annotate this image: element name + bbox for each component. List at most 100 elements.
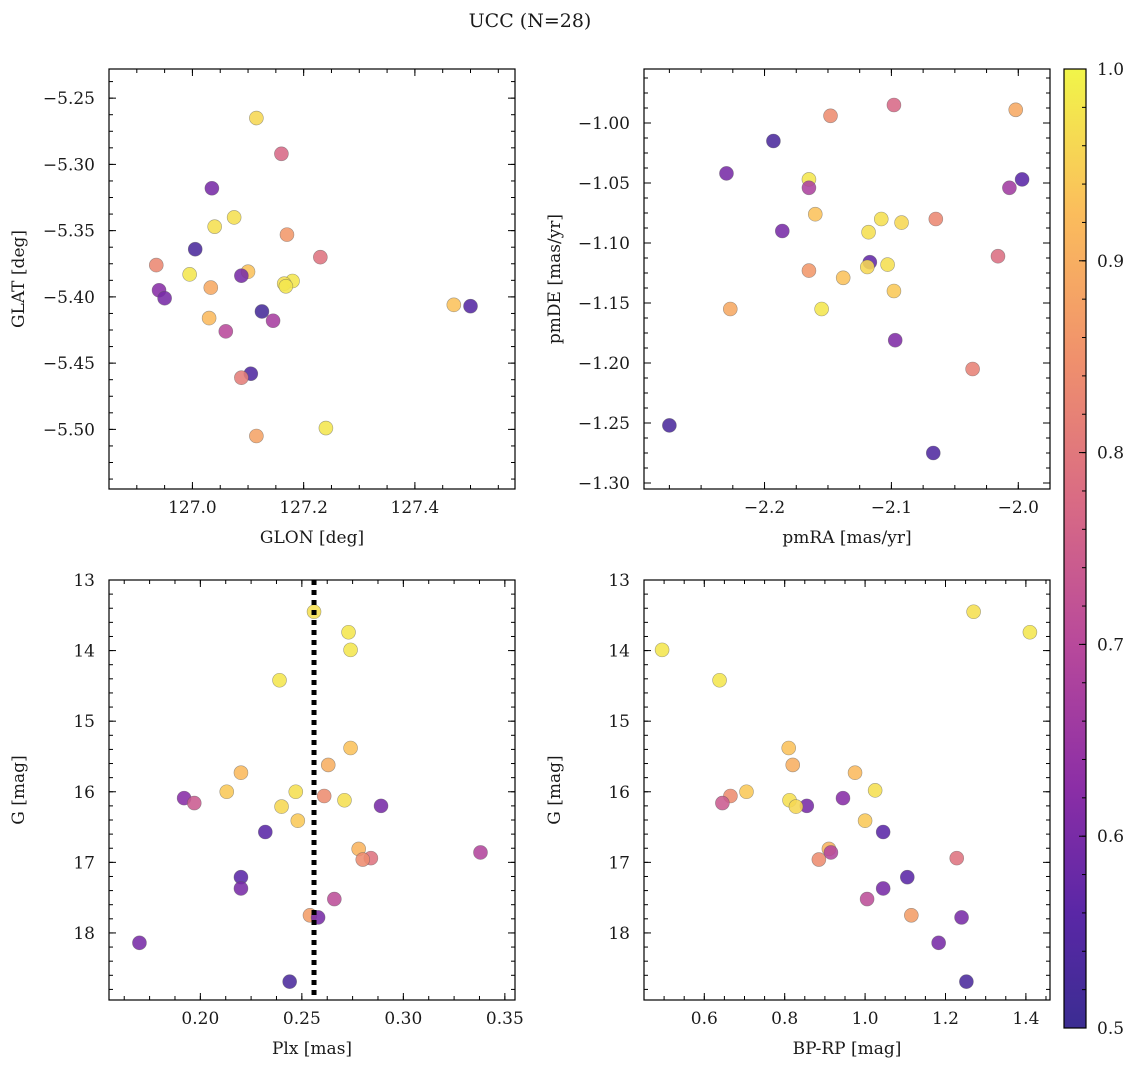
data-point	[288, 784, 304, 800]
colorbar: 0.5 0.6 0.7 0.8 0.9 1.0	[1063, 60, 1124, 1039]
data-point	[880, 257, 895, 272]
data-point	[249, 110, 264, 126]
data-point	[343, 642, 358, 658]
y-tick-label: 14	[608, 642, 630, 662]
y-axis-label: GLAT [deg]	[9, 230, 29, 328]
axes-frame	[643, 68, 1051, 490]
y-tick-label: −1.10	[578, 234, 630, 254]
data-point	[894, 215, 909, 230]
data-point	[847, 765, 863, 781]
colorbar-frame	[1063, 68, 1087, 1029]
data-point	[801, 180, 817, 196]
data-point	[341, 624, 356, 640]
data-point	[218, 324, 234, 339]
data-point	[226, 210, 242, 225]
data-point	[316, 788, 332, 804]
data-point	[258, 824, 273, 840]
data-point	[654, 642, 670, 658]
data-point	[254, 304, 270, 319]
x-tick-label: 0.25	[283, 1009, 321, 1029]
data-point	[859, 891, 875, 907]
data-point	[473, 845, 488, 860]
axes-frame	[108, 68, 516, 490]
data-point	[1022, 624, 1038, 640]
x-tick-label: 127.2	[279, 498, 328, 518]
data-point	[801, 263, 817, 278]
y-tick-label: 13	[73, 571, 95, 591]
data-point	[867, 783, 883, 798]
data-point	[132, 935, 147, 951]
x-tick-label: −2.1	[871, 498, 912, 518]
data-point	[887, 332, 903, 348]
y-tick-label: 18	[608, 924, 630, 944]
panel-position: 127.0 127.2 127.4 −5.25 −5.30 −5.35 −5.40 −5.45…	[9, 68, 516, 548]
data-point	[274, 146, 289, 162]
data-point	[446, 297, 462, 313]
data-point	[990, 248, 1006, 264]
data-point	[234, 268, 249, 283]
data-point	[233, 881, 249, 896]
panel-parallax-magnitude: 0.20 0.25 0.30 0.35 13 14 15 16 17 18 Plx [mas] G […	[9, 571, 524, 1059]
data-point	[925, 445, 941, 461]
x-tick-label: 0.20	[181, 1009, 219, 1029]
data-point	[904, 907, 919, 923]
y-axis-label: pmDE [mas/yr]	[545, 214, 565, 344]
data-point	[954, 910, 969, 925]
data-point	[928, 211, 944, 227]
data-point	[662, 418, 677, 433]
data-point	[1014, 172, 1030, 187]
data-point	[811, 852, 827, 867]
x-tick-label: 127.0	[168, 498, 217, 518]
x-tick-label: 1.4	[1012, 1009, 1039, 1029]
data-point	[899, 869, 915, 885]
y-tick-label: 16	[608, 783, 630, 803]
data-point	[463, 298, 478, 314]
data-point	[313, 249, 328, 265]
data-point	[807, 206, 823, 222]
y-tick-label: −1.15	[578, 294, 630, 314]
y-tick-label: −1.05	[578, 174, 630, 194]
data-point	[249, 428, 264, 444]
y-tick-label: 16	[73, 783, 95, 803]
data-point	[788, 799, 804, 814]
data-point	[949, 850, 965, 866]
data-point	[320, 757, 336, 773]
y-tick-label: 14	[73, 642, 95, 662]
data-point	[1002, 180, 1017, 196]
y-tick-label: −5.50	[43, 420, 95, 440]
data-point	[186, 795, 202, 811]
y-tick-label: −5.40	[43, 288, 95, 308]
y-tick-label: −5.30	[43, 155, 95, 175]
colorbar-tick-label: 0.9	[1097, 252, 1124, 272]
colorbar-tick-label: 0.7	[1097, 635, 1124, 655]
data-point	[814, 301, 829, 317]
data-point	[857, 813, 873, 829]
y-tick-label: −5.25	[43, 89, 95, 109]
data-point	[219, 784, 235, 800]
data-point	[715, 795, 730, 811]
data-point	[785, 757, 801, 773]
y-tick-label: 17	[73, 853, 95, 873]
x-tick-label: −2.2	[744, 498, 785, 518]
colorbar-tick-label: 0.6	[1097, 827, 1124, 847]
y-tick-label: −5.45	[43, 354, 95, 374]
x-tick-label: −2.0	[998, 498, 1039, 518]
data-point	[265, 313, 281, 329]
colorbar-tick-label: 1.0	[1097, 60, 1124, 80]
y-tick-label: 15	[608, 712, 630, 732]
data-point	[766, 133, 781, 149]
data-point	[282, 974, 297, 989]
y-tick-label: −1.00	[578, 114, 630, 134]
data-point	[875, 824, 891, 840]
data-point	[886, 97, 902, 113]
data-point	[835, 270, 851, 286]
data-point	[148, 257, 164, 273]
data-point	[187, 241, 203, 257]
x-tick-label: 0.8	[771, 1009, 798, 1029]
data-point	[1008, 102, 1024, 118]
x-tick-label: 0.6	[691, 1009, 718, 1029]
y-tick-label: 18	[73, 924, 95, 944]
figure-title: UCC (N=28)	[469, 10, 592, 32]
data-point	[290, 813, 306, 829]
